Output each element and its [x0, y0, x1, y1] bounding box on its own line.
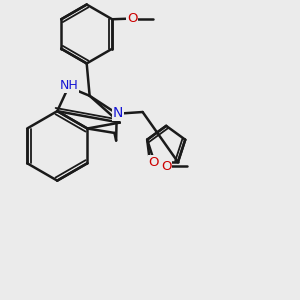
Text: O: O: [127, 12, 137, 25]
Text: N: N: [113, 106, 123, 120]
Text: O: O: [161, 160, 172, 173]
Text: O: O: [148, 156, 159, 169]
Text: NH: NH: [60, 79, 78, 92]
